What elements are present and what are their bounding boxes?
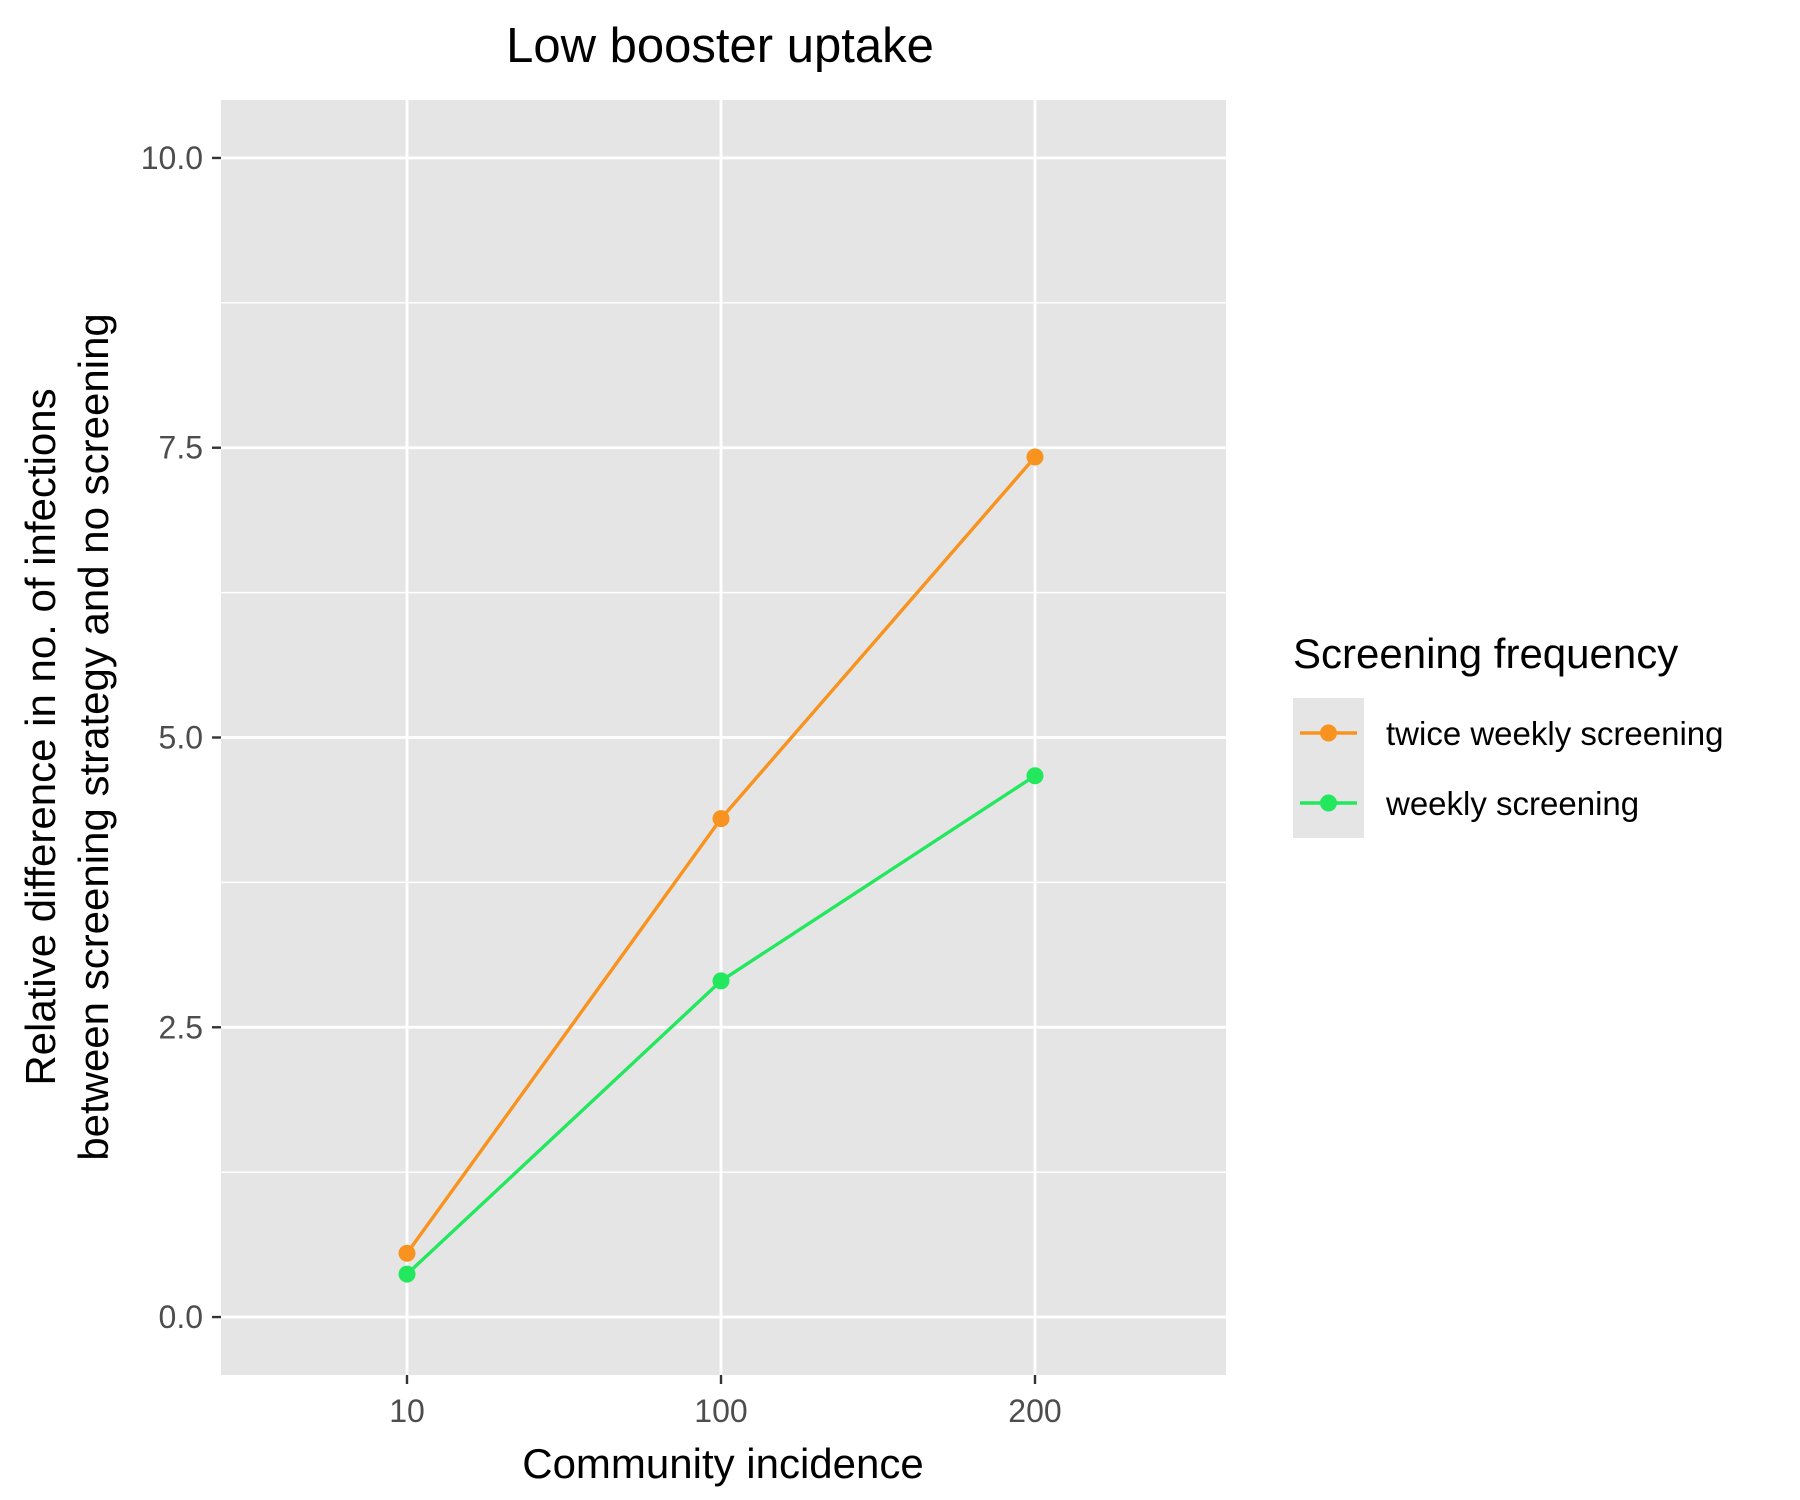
y-axis-title: Relative differencе in no. of infections…: [17, 313, 117, 1161]
major-grid-lines: [221, 100, 1226, 1375]
y-axis-title-line-2: between screening strategy and no screen…: [70, 313, 117, 1161]
data-point: [712, 972, 730, 990]
y-tick-label: 0.0: [159, 1299, 203, 1335]
data-point: [1026, 767, 1044, 785]
y-axis-title-line-1: Relative differencе in no. of infections: [17, 388, 64, 1085]
data-point: [1026, 448, 1044, 466]
y-tick-label: 2.5: [159, 1009, 203, 1045]
legend: Screening frequency twice weekly screeni…: [1293, 630, 1723, 838]
y-tick-label: 5.0: [159, 720, 203, 756]
legend-key-point: [1320, 724, 1337, 742]
data-point: [398, 1244, 416, 1262]
x-axis-title: Community incidence: [522, 1440, 924, 1487]
chart-title: Low booster uptake: [506, 19, 934, 73]
legend-keys: twice weekly screening weekly screening: [1293, 698, 1723, 838]
x-axis: 10 100 200: [389, 1375, 1062, 1429]
x-tick-label: 100: [694, 1393, 747, 1429]
legend-key-point: [1320, 794, 1337, 812]
minor-grid-lines: [221, 302, 1226, 1173]
legend-label: weekly screening: [1385, 785, 1639, 822]
legend-title: Screening frequency: [1293, 630, 1678, 677]
y-axis: 0.0 2.5 5.0 7.5 10.0: [141, 140, 221, 1335]
y-tick-label: 10.0: [141, 140, 203, 176]
data-point: [712, 810, 730, 828]
x-tick-label: 10: [389, 1393, 425, 1429]
legend-label: twice weekly screening: [1386, 715, 1723, 752]
x-tick-label: 200: [1008, 1393, 1061, 1429]
data-point: [398, 1265, 416, 1283]
y-tick-label: 7.5: [159, 430, 203, 466]
series-points: [398, 448, 1044, 1283]
